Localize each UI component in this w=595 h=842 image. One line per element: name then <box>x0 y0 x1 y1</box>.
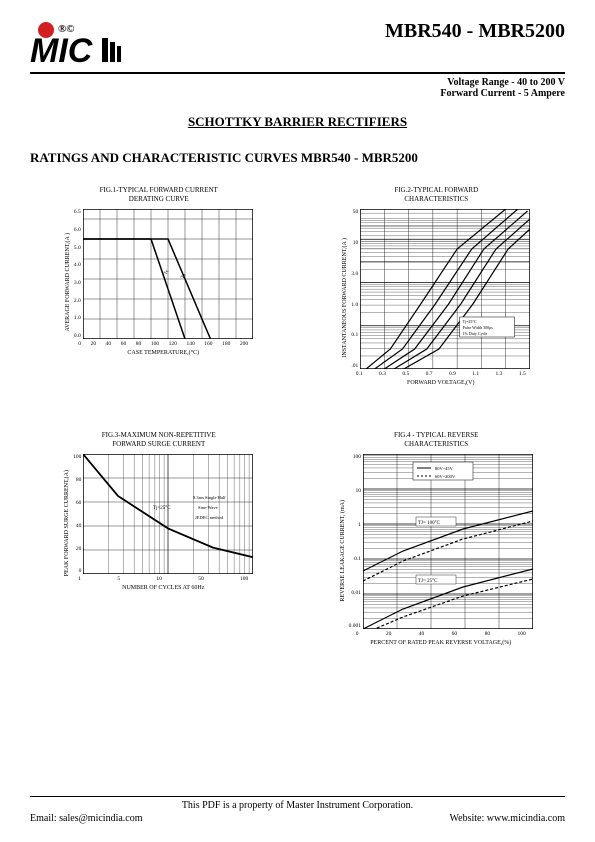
fig1: FIG.1-TYPICAL FORWARD CURRENT DERATING C… <box>30 186 288 401</box>
subtitle: SCHOTTKY BARRIER RECTIFIERS <box>0 114 595 130</box>
fig2-xlabel: FORWARD VOLTAGE,(V) <box>407 380 475 386</box>
fig1-title: FIG.1-TYPICAL FORWARD CURRENT DERATING C… <box>100 186 218 204</box>
svg-text:TJ= 100°C: TJ= 100°C <box>418 521 441 526</box>
fig1-title-l1: FIG.1-TYPICAL FORWARD CURRENT <box>100 186 218 194</box>
header-rule <box>30 72 565 74</box>
fig1-xticks: 020406080100120140160180200 <box>78 341 248 347</box>
svg-text:TJ= 25°C: TJ= 25°C <box>418 579 438 584</box>
fig4-title: FIG.4 - TYPICAL REVERSE CHARACTERISTICS <box>394 431 478 449</box>
fig4-xlabel: PERCENT OF RATED PEAK REVERSE VOLTAGE,(%… <box>370 640 511 646</box>
part-number-title: MBR540 - MBR5200 <box>385 20 565 43</box>
fig3-xticks: 151050100 <box>78 576 248 582</box>
fig1-title-l2: DERATING CURVE <box>129 195 189 203</box>
fig4-title-l2: CHARACTERISTICS <box>404 440 468 448</box>
fig1-plot: TcTa <box>83 209 253 339</box>
fig4-ylabel: REVERSE LEAKAGE CURRENT, (mA) <box>340 500 346 602</box>
fig1-xlabel: CASE TEMPERATURE,(°C) <box>127 350 199 356</box>
page-header: ®© MIC MBR540 - MBR5200 <box>0 0 595 70</box>
svg-text:MIC: MIC <box>30 32 93 65</box>
footer-email: Email: sales@micindia.com <box>30 813 143 824</box>
fig2-title: FIG.2-TYPICAL FORWARD CHARACTERISTICS <box>394 186 478 204</box>
mic-logo: ®© MIC <box>30 20 140 65</box>
charts-grid: FIG.1-TYPICAL FORWARD CURRENT DERATING C… <box>0 176 595 646</box>
fig3-title: FIG.3-MAXIMUM NON-REPETITIVE FORWARD SUR… <box>102 431 216 449</box>
fig3-yticks: 100806040200 <box>73 454 81 574</box>
page-footer: This PDF is a property of Master Instrum… <box>30 796 565 824</box>
fig4-yticks: 1001010.10.010.001 <box>349 454 361 629</box>
fig2-title-l2: CHARACTERISTICS <box>404 195 468 203</box>
fig2-title-l1: FIG.2-TYPICAL FORWARD <box>394 186 478 194</box>
fig3-title-l2: FORWARD SURGE CURRENT <box>112 440 205 448</box>
fig2: FIG.2-TYPICAL FORWARD CHARACTERISTICS IN… <box>308 186 566 401</box>
svg-text:1% Duty Cycle: 1% Duty Cycle <box>463 331 488 336</box>
fig3-title-l1: FIG.3-MAXIMUM NON-REPETITIVE <box>102 431 216 439</box>
fig2-xticks: 0.10.30.50.70.91.11.31.5 <box>356 371 526 377</box>
fig3-ylabel: PEAK FORWARD SURGE CURRENT,(A) <box>64 470 70 576</box>
footer-copyright: This PDF is a property of Master Instrum… <box>30 800 565 811</box>
svg-text:60V~200V: 60V~200V <box>435 474 456 479</box>
svg-text:Tj=25°C: Tj=25°C <box>153 506 171 511</box>
fig2-ylabel: INSTANTANEOUS FORWARD CURRENT,(A ) <box>342 238 348 358</box>
svg-text:8.3ms Single Half: 8.3ms Single Half <box>193 495 226 500</box>
voltage-spec: Voltage Range - 40 to 200 V <box>0 77 595 88</box>
svg-text:Sine-Wave: Sine-Wave <box>198 505 218 510</box>
fig2-yticks: 50103.01.00.1.01 <box>351 209 358 369</box>
fig1-ylabel: AVERAGE FORWARD CURRENT,(A ) <box>65 233 71 331</box>
fig4-xticks: 020406080100 <box>356 631 526 637</box>
fig4-plot: 80V~45V 60V~200V TJ= 100°C TJ= 25°C <box>363 454 533 629</box>
fig1-yticks: 6.56.05.04.03.02.01.00.0 <box>74 209 81 339</box>
fig2-plot: Tj=25°CPulse Width 300μs1% Duty Cycle <box>360 209 530 369</box>
svg-text:Tj=25°C: Tj=25°C <box>463 319 477 324</box>
fig4-title-l1: FIG.4 - TYPICAL REVERSE <box>394 431 478 439</box>
fig3-xlabel: NUMBER OF CYCLES AT 60Hz <box>122 585 204 591</box>
header-right: MBR540 - MBR5200 <box>385 20 565 43</box>
current-spec: Forward Current - 5 Ampere <box>0 88 595 99</box>
fig4: FIG.4 - TYPICAL REVERSE CHARACTERISTICS … <box>308 431 566 646</box>
svg-text:Pulse Width 300μs: Pulse Width 300μs <box>463 325 494 330</box>
section-title: RATINGS AND CHARACTERISTIC CURVES MBR540… <box>30 150 595 166</box>
footer-website: Website: www.micindia.com <box>450 813 565 824</box>
svg-text:JEDEC method: JEDEC method <box>195 515 224 520</box>
svg-text:80V~45V: 80V~45V <box>435 466 454 471</box>
fig3-plot: Tj=25°C 8.3ms Single Half Sine-Wave JEDEC m… <box>83 454 253 574</box>
fig3: FIG.3-MAXIMUM NON-REPETITIVE FORWARD SUR… <box>30 431 288 646</box>
